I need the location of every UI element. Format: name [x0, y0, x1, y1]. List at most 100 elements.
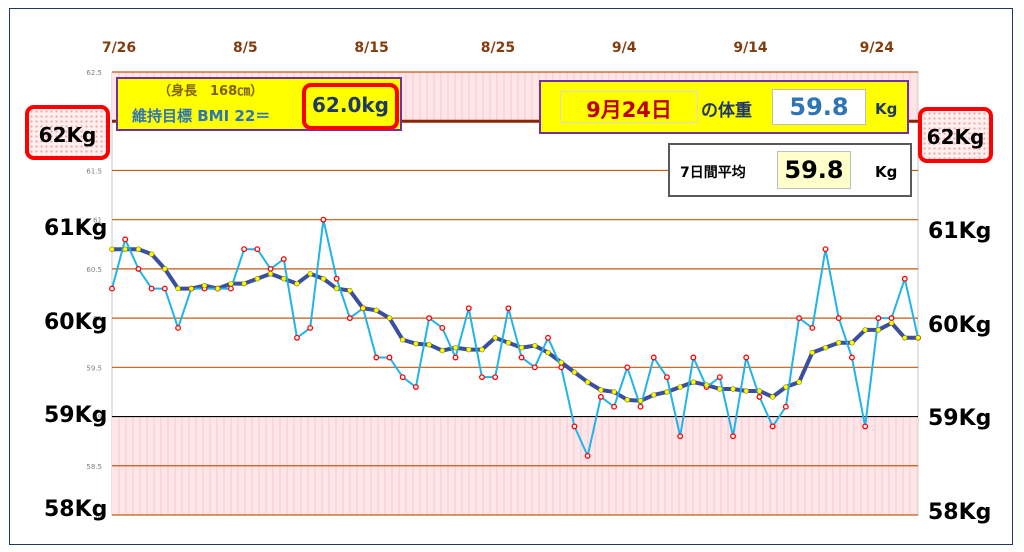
daily-point [531, 364, 538, 371]
average-point [241, 280, 247, 287]
daily-point [597, 393, 604, 400]
daily-point [227, 285, 234, 292]
average-point [637, 398, 644, 404]
daily-point [346, 315, 353, 322]
average-point [426, 341, 432, 348]
x-tick-label: 8/15 [354, 40, 388, 56]
average-point [915, 335, 921, 341]
right-kg-58: 58Kg [928, 500, 992, 525]
average-point [135, 246, 142, 252]
daily-point [624, 364, 631, 371]
average-panel: 7日間平均 59.8 Kg [668, 143, 912, 197]
daily-point [822, 246, 829, 253]
daily-point [505, 305, 512, 312]
average-point [466, 346, 472, 353]
daily-point [637, 403, 644, 410]
daily-point [611, 403, 618, 410]
daily-point [545, 334, 551, 341]
daily-point [650, 354, 657, 361]
weight-value: 59.8 [789, 93, 849, 121]
daily-point [730, 433, 736, 440]
daily-point [280, 256, 287, 262]
average-point [717, 386, 723, 392]
average-point [386, 315, 393, 321]
average-point [162, 266, 168, 272]
average-point [836, 340, 842, 346]
average-point [532, 342, 538, 349]
daily-point [412, 384, 419, 390]
daily-point [373, 354, 380, 361]
y-tick-label: 62.5 [86, 69, 102, 77]
average-point [677, 384, 683, 390]
average-point [399, 337, 406, 343]
daily-point [241, 246, 248, 253]
average-point [690, 379, 697, 385]
left-62kg-box: 62Kg [25, 105, 110, 160]
average-point [518, 344, 525, 351]
daily-point [769, 423, 776, 430]
average-point [228, 280, 234, 287]
x-tick-labels: 7/26 8/5 8/15 8/25 9/4 9/14 9/24 [102, 40, 894, 56]
daily-point [386, 354, 393, 361]
average-point [730, 386, 736, 392]
daily-point [320, 216, 327, 223]
daily-point [677, 433, 684, 440]
daily-point [796, 315, 803, 322]
y-tick-label: 58 [93, 512, 102, 520]
average-value: 59.8 [784, 156, 844, 184]
daily-point [571, 423, 578, 430]
weight-value-box: 59.8 [772, 89, 866, 125]
daily-point [664, 374, 670, 381]
average-point [743, 388, 749, 394]
daily-point [122, 236, 129, 243]
y-tick-label: 58.5 [86, 463, 102, 471]
x-tick-label: 9/4 [612, 40, 637, 56]
average-point [175, 285, 181, 292]
average-point [320, 276, 327, 282]
average-value-box: 59.8 [777, 151, 851, 189]
x-tick-label: 9/14 [733, 40, 768, 56]
daily-point [835, 315, 842, 322]
daily-point [267, 265, 274, 272]
daily-point [901, 275, 908, 282]
average-point [703, 382, 710, 388]
average-point [347, 287, 353, 294]
daily-point [135, 265, 142, 272]
daily-point [743, 354, 750, 361]
average-point [492, 335, 498, 341]
right-62kg-label: 62Kg [926, 125, 985, 149]
average-point [558, 359, 564, 366]
average-point [769, 394, 776, 400]
average-point [888, 320, 895, 326]
average-point [109, 246, 115, 252]
daily-point [148, 285, 155, 292]
daily-point [782, 403, 789, 410]
x-tick-label: 7/26 [102, 40, 136, 56]
average-point [188, 285, 194, 292]
average-point [307, 271, 313, 277]
average-point [849, 340, 855, 346]
y-tick-label: 61.5 [86, 167, 102, 175]
average-point [360, 305, 366, 311]
average-point [611, 389, 617, 395]
daily-point [716, 374, 723, 381]
average-point [294, 280, 300, 287]
chart-frame [9, 8, 1013, 545]
weight-unit: Kg [875, 100, 898, 118]
daily-point [518, 354, 525, 361]
daily-point [465, 305, 472, 312]
target-value: 62.0kg [312, 93, 389, 117]
daily-point [690, 354, 697, 361]
average-point [809, 349, 815, 356]
daily-point [175, 325, 182, 331]
average-point [267, 271, 274, 277]
average-point [439, 347, 446, 354]
target-label: 維持目標 BMI 22＝ [132, 107, 271, 125]
average-point [373, 307, 379, 313]
y-tick-label: 60.5 [86, 266, 102, 274]
average-point [756, 388, 763, 394]
daily-point [294, 334, 300, 341]
daily-point [426, 315, 433, 322]
average-point [333, 285, 340, 292]
average-point [201, 282, 208, 289]
